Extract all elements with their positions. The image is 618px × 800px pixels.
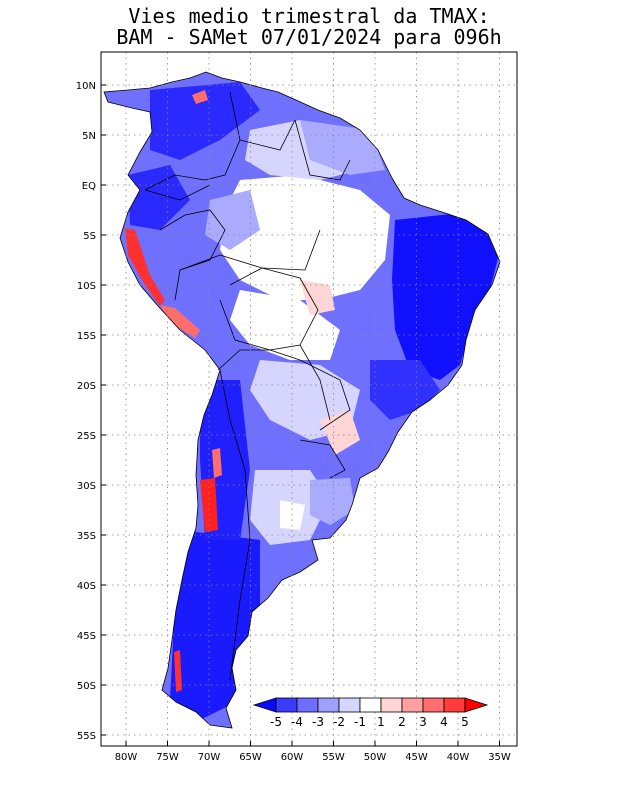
lat-label: 50S (77, 681, 96, 692)
latitude-labels: 10N 5N EQ 5S 10S 15S 20S 25S 30S 35S 40S 45S 50S 55S (76, 81, 96, 742)
lat-label: 5N (82, 131, 96, 142)
colorbar-label: -5 (270, 715, 282, 729)
lat-label: 15S (77, 331, 96, 342)
lon-label: 50W (364, 752, 387, 763)
lon-label: 40W (447, 752, 470, 763)
lat-label: EQ (82, 181, 96, 192)
colorbar-arrow-right (464, 697, 489, 713)
colorbar-cell (338, 697, 361, 713)
colorbar-cell (296, 697, 319, 713)
lon-label: 35W (488, 752, 511, 763)
lat-label: 10N (76, 81, 96, 92)
colorbar: -5 -4 -3 -2 -1 1 2 3 4 5 (252, 697, 489, 729)
map-border (100, 51, 518, 747)
colorbar-cell (380, 697, 403, 713)
lat-label: 30S (77, 481, 96, 492)
colorbar-cell (443, 697, 466, 713)
colorbar-label: -3 (312, 715, 324, 729)
lat-label: 35S (77, 531, 96, 542)
colorbar-label: 2 (398, 715, 406, 729)
colorbar-label: -1 (354, 715, 366, 729)
colorbar-label: 4 (440, 715, 448, 729)
map-title-line2: BAM - SAMet 07/01/2024 para 096h (116, 25, 502, 49)
map-title-line1: Vies medio trimestral da TMAX: (128, 4, 490, 28)
country-borders (144, 91, 351, 681)
colorbar-cell (359, 697, 382, 713)
colorbar-cell (422, 697, 445, 713)
colorbar-cell (275, 697, 298, 713)
lat-label: 45S (77, 631, 96, 642)
lon-label: 80W (115, 752, 138, 763)
colorbar-cell (401, 697, 424, 713)
lon-label: 65W (239, 752, 262, 763)
lat-label: 40S (77, 581, 96, 592)
graticule (101, 52, 517, 746)
colorbar-cell (317, 697, 340, 713)
lat-label: 10S (77, 281, 96, 292)
longitude-labels: 80W 75W 70W 65W 60W 55W 50W 45W 40W 35W (115, 752, 511, 763)
lat-label: 5S (83, 231, 96, 242)
lon-label: 70W (198, 752, 221, 763)
lon-label: 60W (281, 752, 304, 763)
colorbar-label: 5 (461, 715, 469, 729)
lat-label: 55S (77, 731, 96, 742)
colorbar-label: -2 (333, 715, 345, 729)
lon-label: 55W (322, 752, 345, 763)
colorbar-label: 3 (419, 715, 427, 729)
lat-label: 25S (77, 431, 96, 442)
lon-label: 45W (405, 752, 428, 763)
colorbar-label: 1 (377, 715, 385, 729)
colorbar-label: -4 (291, 715, 303, 729)
lat-label: 20S (77, 381, 96, 392)
lon-label: 75W (156, 752, 179, 763)
